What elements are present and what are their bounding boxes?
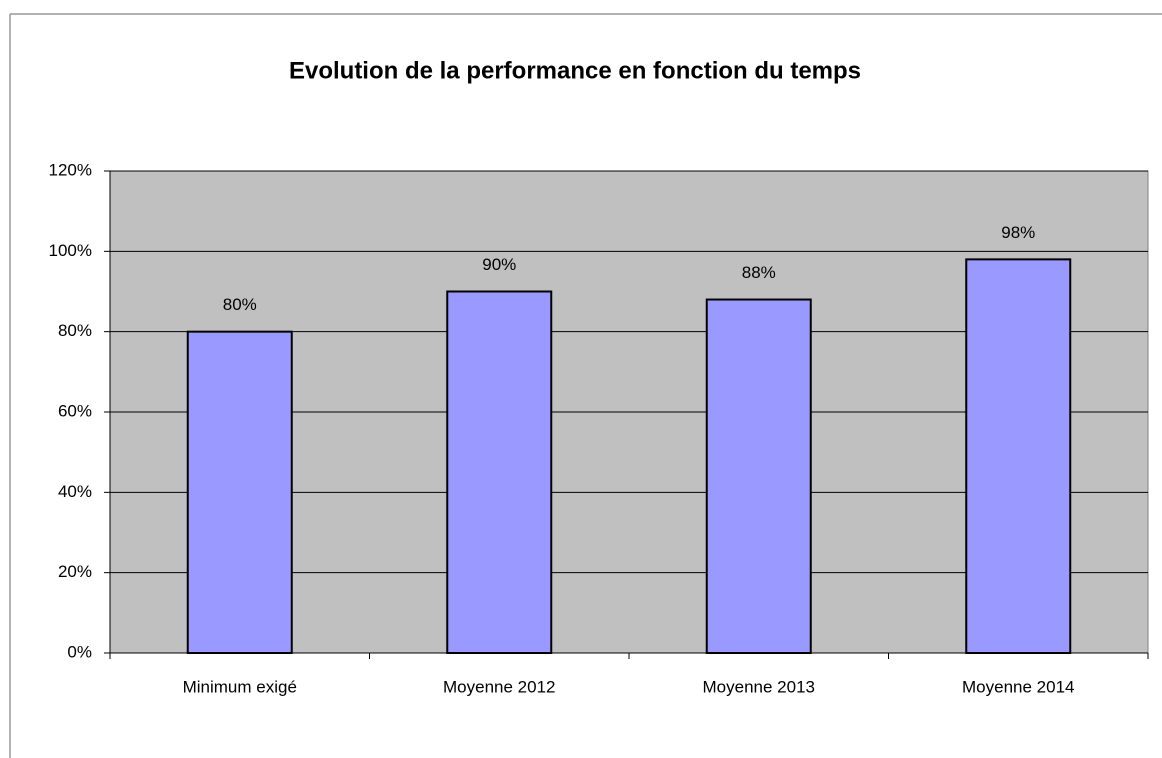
y-tick-label: 80% [58,321,92,340]
bar [965,258,1072,654]
x-tick-label: Moyenne 2012 [443,677,555,696]
bar [705,298,812,654]
bar [446,290,553,654]
y-tick-label: 20% [58,562,92,581]
data-label: 90% [482,255,516,274]
data-label: 80% [223,295,257,314]
bar [186,330,293,654]
data-label: 98% [1001,223,1035,242]
y-tick-label: 40% [58,482,92,501]
data-label: 88% [742,263,776,282]
x-tick-label: Moyenne 2014 [962,677,1074,696]
chart-title: Evolution de la performance en fonction … [289,57,861,84]
y-tick-label: 60% [58,401,92,420]
x-tick-label: Moyenne 2013 [703,677,815,696]
y-tick-label: 0% [67,642,92,661]
y-tick-label: 120% [49,160,92,179]
y-tick-label: 100% [49,241,92,260]
x-tick-label: Minimum exigé [183,677,297,696]
